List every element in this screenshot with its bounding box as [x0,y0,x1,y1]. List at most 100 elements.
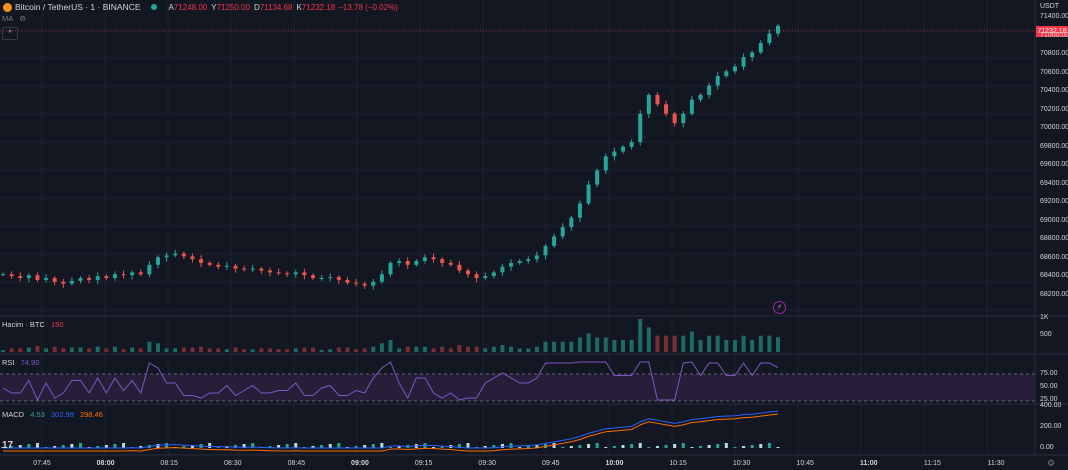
volume-bar [474,346,479,352]
macd-histogram-bar [432,447,436,448]
candle-body [638,113,643,143]
settings-gear-icon[interactable]: ⚙ [1047,458,1056,468]
currency-label[interactable]: USDT [1040,3,1060,10]
lightning-alert-icon[interactable]: ⚡ [773,301,786,314]
volume-title: Hacim · BTC [2,320,45,329]
macd-histogram-bar [18,445,22,448]
tradingview-logo[interactable]: 17 [2,440,14,451]
candle-body [621,146,625,152]
candle-body [181,253,186,257]
candle-body [216,264,221,267]
macd-histogram-bar [681,443,685,448]
macd-histogram-bar [10,446,14,448]
rsi-pane-title: RSI 74.90 [2,358,39,367]
volume-bar [250,349,255,352]
candle-body [414,261,419,265]
candle-body [242,268,247,270]
volume-bar [61,348,66,352]
volume-bar [345,347,350,352]
macd-histogram-bar [397,446,401,448]
macd-histogram-bar [311,446,315,448]
collapse-legend-button[interactable]: ^ [2,27,18,40]
volume-bar [638,319,643,352]
volume-bar [621,339,625,352]
candle-body [767,33,772,44]
volume-bar [767,335,772,352]
macd-histogram-bar [466,443,470,448]
volume-bar [500,345,505,352]
volume-pane-title: Hacim · BTC 150 [2,320,64,329]
candle-body [345,279,350,283]
candle-body [388,262,393,275]
ma-indicator-label[interactable]: MA [2,14,14,23]
candle-body [52,278,57,282]
volume-bar [560,341,565,352]
volume-bar [18,348,23,352]
volume-bar [156,343,160,352]
macd-histogram-bar [724,443,728,448]
macd-histogram-bar [440,446,444,448]
volume-bar [164,348,169,352]
candle-body [491,272,496,277]
time-axis-label: 09:30 [478,460,496,467]
macd-histogram-bar [630,444,634,448]
macd-histogram-bar [70,444,74,448]
candle-body [293,272,298,275]
volume-bar [526,348,531,352]
time-axis-label: 11:00 [860,460,878,467]
macd-histogram-bar [113,444,117,448]
price-axis-label: 68600.00 [1040,253,1068,261]
macd-histogram-bar [759,444,763,448]
macd-histogram-bar [621,445,625,448]
time-axis-label: 08:15 [160,460,178,467]
candle-body [595,170,600,185]
candle-body [190,256,195,260]
time-axis-label: 11:30 [987,460,1005,467]
macd-histogram-bar [587,444,591,448]
time-axis-label: 09:15 [414,460,433,467]
price-axis-label: 70000.00 [1040,124,1068,131]
candle-body [69,280,74,284]
macd-histogram-bar [742,446,746,448]
macd-histogram-bar [53,446,57,448]
candle-body [431,257,436,260]
volume-bar [483,348,488,352]
volume-bar [509,346,514,352]
candle-body [646,94,651,114]
macd-histogram-bar [561,447,565,448]
price-axis-label: 70800.00 [1040,50,1068,57]
candle-body [517,261,522,263]
macd-axis-200: 200.00 [1040,423,1062,430]
macd-line [3,410,779,449]
macd-histogram-bar [690,447,694,448]
bitcoin-logo-icon [3,2,12,12]
volume-bar [173,348,178,352]
volume-bar [405,346,410,352]
symbol-title[interactable]: Bitcoin / TetherUS · 1 · BINANCE [15,2,141,12]
rsi-band [0,374,1035,401]
candle-body [9,274,14,277]
price-axis-label: 70400.00 [1040,87,1068,94]
volume-bar [138,348,143,352]
candle-body [569,217,574,228]
candle-body [285,273,290,275]
candle-body [26,275,31,279]
volume-bar [715,335,720,352]
macd-signal-line [3,413,779,452]
volume-bar [190,347,195,352]
candle-body [397,261,402,263]
macd-histogram-bar [182,446,186,448]
volume-bar [586,333,591,352]
volume-bar [543,341,548,352]
macd-histogram-bar [165,443,169,448]
volume-bar [130,347,135,352]
volume-bar [577,337,582,352]
hidden-eye-icon[interactable]: ⊘ [19,14,26,23]
volume-bar [319,350,324,352]
candle-body [130,272,135,276]
macd-histogram-bar [27,444,31,448]
volume-bar [379,343,384,352]
macd-histogram-bar [268,446,272,448]
